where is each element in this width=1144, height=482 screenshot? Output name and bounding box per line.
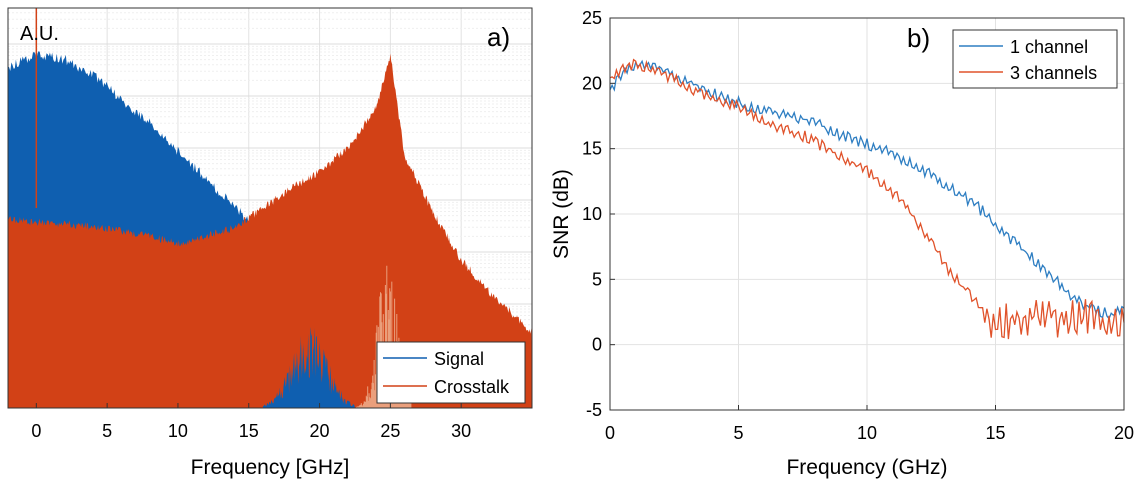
panel-a-x-tick-label: 15 (239, 421, 259, 441)
panel-a-frame (7, 7, 533, 409)
panel-a-x-ticks: 0 5 10 15 20 25 30 (31, 403, 471, 441)
panel-b-y-tick-label: 5 (592, 269, 602, 289)
panel-a-x-tick-label: 5 (102, 421, 112, 441)
panel-a-legend-box (376, 341, 526, 404)
panel-b-y-tick-label: 0 (592, 335, 602, 355)
panel-b-x-tick-label: 20 (1114, 423, 1134, 443)
signal-residual-area (262, 327, 355, 408)
legend-label-3-channels: 3 channels (1010, 63, 1097, 83)
panel-b-y-axis-label: SNR (dB) (550, 169, 573, 259)
panel-a-x-tick-label: 10 (168, 421, 188, 441)
crosstalk-area (8, 53, 532, 408)
panel-b-y-tick-label: 10 (582, 204, 602, 224)
panel-a-x-tick-label: 0 (31, 421, 41, 441)
panel-b-series (609, 58, 1125, 340)
panel-b-x-tick-label: 0 (605, 423, 615, 443)
legend-label-crosstalk: Crosstalk (434, 377, 510, 397)
panel-a-areas (8, 8, 532, 408)
series-line-1-channel (609, 59, 1125, 321)
panel-a-y-axis-text: A.U. (20, 23, 59, 45)
series-line-3-channels (609, 58, 1125, 340)
panel-b-frame (609, 17, 1125, 411)
panel-a-x-tick-label: 20 (310, 421, 330, 441)
panel-b-y-tick-label: 20 (582, 73, 602, 93)
panel-b-legend-box (952, 29, 1118, 89)
panel-b-y-tick-label: -5 (586, 400, 602, 420)
panel-b-y-tick-label: 15 (582, 139, 602, 159)
panel-a-x-axis-label: Frequency [GHz] (191, 456, 350, 479)
panel-b-label: b) (907, 23, 930, 53)
panel-b-legend: 1 channel 3 channels (952, 29, 1118, 89)
panel-a-x-tick-label: 30 (451, 421, 471, 441)
panel-b-x-axis-label: Frequency (GHz) (786, 456, 947, 479)
panel-b-y-tick-label: 25 (582, 8, 602, 28)
panel-a-label: a) (487, 22, 510, 52)
panel-a-x-tick-label: 25 (380, 421, 400, 441)
panel-b-x-tick-label: 10 (857, 423, 877, 443)
panel-b-x-tick-label: 5 (733, 423, 743, 443)
legend-label-signal: Signal (434, 349, 484, 369)
panel-b-x-tick-label: 15 (985, 423, 1005, 443)
panel-a-spectrum: 0 5 10 15 20 25 30 A.U. a) Frequency [GHz] Sig… (7, 7, 533, 479)
panel-a-legend: Signal Crosstalk (376, 341, 526, 404)
legend-label-1-channel: 1 channel (1010, 37, 1088, 57)
